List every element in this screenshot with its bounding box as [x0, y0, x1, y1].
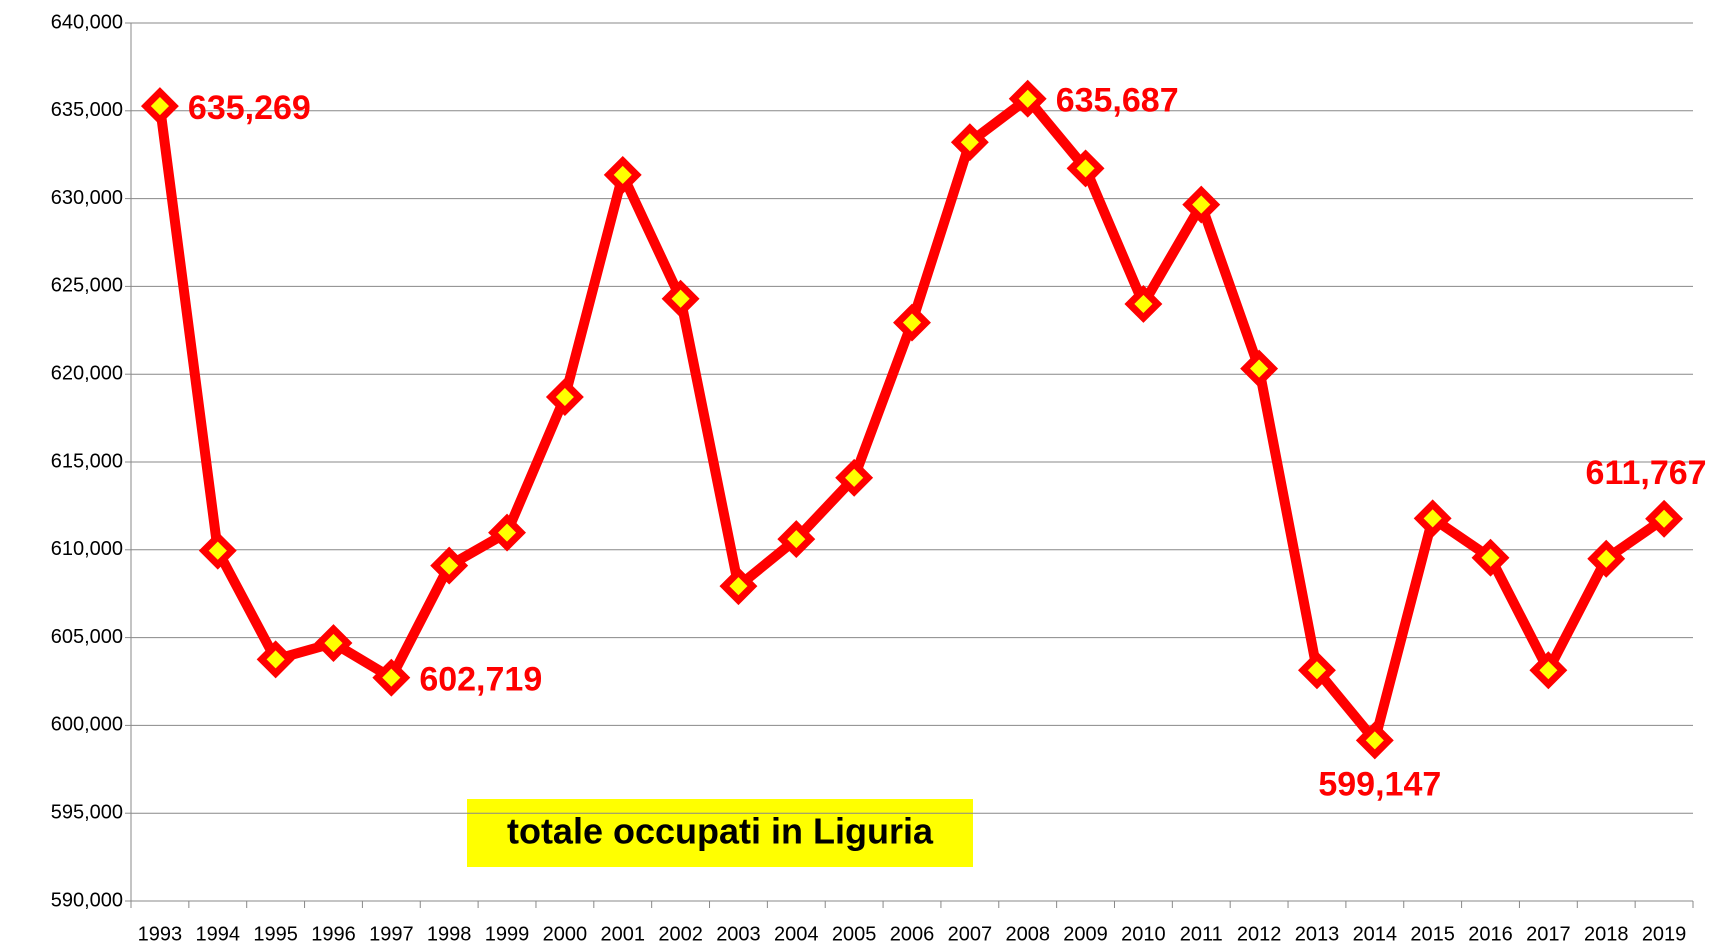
y-tick-label: 615,000 — [51, 450, 123, 472]
x-tick-label: 1997 — [369, 923, 414, 945]
plot: 590,000 595,000 600,000 605,000 610,000 615,0… — [51, 11, 1707, 945]
x-tick-label: 2008 — [1005, 923, 1050, 945]
marker — [1182, 185, 1221, 224]
data-label: 599,147 — [1318, 765, 1441, 803]
y-tick-label: 600,000 — [51, 714, 123, 736]
marker — [314, 624, 353, 662]
y-tick-label: 640,000 — [51, 11, 123, 33]
y-tick-label: 625,000 — [51, 275, 123, 297]
y-tick-label: 635,000 — [51, 99, 123, 121]
x-tick-label: 2005 — [832, 923, 877, 945]
marker — [1355, 721, 1394, 760]
x-tick-label: 2000 — [543, 923, 588, 945]
marker — [1645, 499, 1684, 538]
marker — [198, 531, 237, 570]
x-tick-label: 2019 — [1642, 923, 1687, 945]
x-tick-label: 2004 — [774, 923, 819, 945]
x-tick-label: 2013 — [1295, 923, 1340, 945]
x-tick-label: 1993 — [138, 923, 183, 945]
x-tick-label: 2007 — [948, 923, 993, 945]
marker — [1008, 79, 1047, 118]
x-tick-label: 2014 — [1353, 923, 1398, 945]
x-tick-label: 2016 — [1468, 923, 1513, 945]
marker — [430, 546, 469, 585]
x-tick-label: 2002 — [658, 923, 703, 945]
y-tick-label: 630,000 — [51, 187, 123, 209]
data-label: 635,269 — [188, 89, 311, 127]
marker — [372, 658, 411, 697]
x-tick-label: 2009 — [1063, 923, 1108, 945]
marker — [1124, 285, 1163, 323]
marker — [1413, 499, 1452, 538]
x-tick-label: 2006 — [890, 923, 935, 945]
x-tick-label: 1998 — [427, 923, 472, 945]
marker — [950, 123, 989, 162]
x-tick-label: 2003 — [716, 923, 761, 945]
x-tick-label: 2010 — [1121, 923, 1166, 945]
annotation: totale occupati in Liguria — [507, 811, 934, 852]
y-tick-label: 595,000 — [51, 801, 123, 823]
marker — [835, 458, 874, 497]
x-tick-label: 2012 — [1237, 923, 1282, 945]
line — [154, 93, 1667, 746]
marker — [603, 155, 642, 194]
annotation-box — [467, 799, 973, 867]
marker — [1066, 149, 1105, 188]
marker — [1298, 651, 1336, 690]
marker — [1587, 539, 1626, 578]
y-tick-label: 605,000 — [51, 626, 123, 648]
marker — [1529, 651, 1568, 690]
x-tick-label: 1994 — [196, 923, 241, 945]
marker — [256, 640, 295, 679]
x-tick-label: 2001 — [600, 923, 645, 945]
data-label: 611,767 — [1586, 454, 1707, 492]
y-tick-label: 590,000 — [51, 889, 123, 911]
y-tick-label: 610,000 — [51, 538, 123, 560]
y-tick-label: 620,000 — [51, 362, 123, 384]
marker — [777, 520, 816, 559]
marker — [661, 279, 700, 318]
x-tick-label: 2015 — [1410, 923, 1455, 945]
x-tick-label: 1999 — [485, 923, 530, 945]
data-label: 635,687 — [1056, 82, 1179, 120]
x-tick-label: 2018 — [1584, 923, 1629, 945]
marker — [719, 567, 758, 606]
data-label: 602,719 — [419, 661, 542, 699]
marker — [1471, 538, 1510, 577]
marker — [545, 378, 584, 416]
marker — [140, 87, 179, 126]
marker — [488, 513, 526, 552]
marker — [1240, 349, 1279, 388]
marker — [893, 303, 931, 342]
x-tick-label: 1996 — [311, 923, 356, 945]
x-tick-label: 2011 — [1180, 923, 1223, 945]
x-tick-label: 1995 — [253, 923, 298, 945]
x-tick-label: 2017 — [1526, 923, 1571, 945]
